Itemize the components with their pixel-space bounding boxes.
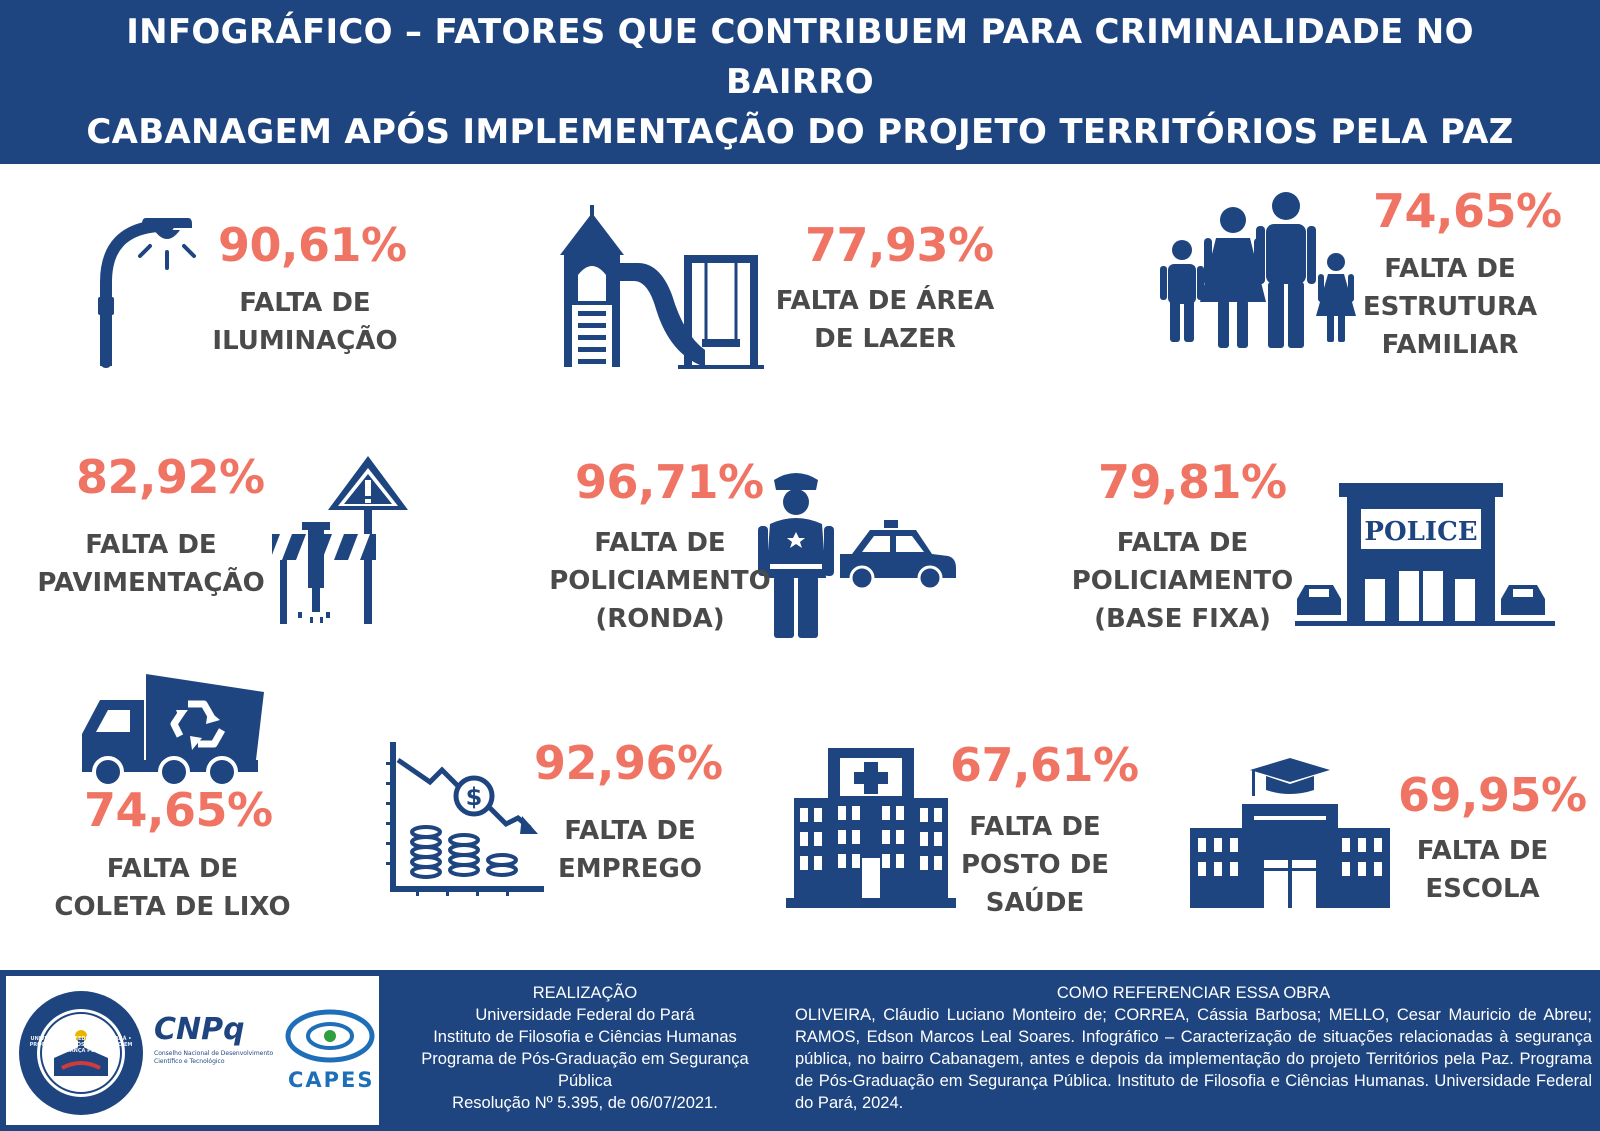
factor-label: FALTA DE POSTO DE SAÚDE: [960, 812, 1110, 918]
percent-value: 90,61%: [218, 218, 407, 272]
ufpa-seal-logo: [19, 991, 143, 1115]
header-banner: INFOGRÁFICO – FATORES QUE CONTRIBUEM PAR…: [0, 0, 1600, 164]
percent-value: 67,61%: [950, 738, 1139, 792]
ufpa-seal-text: UNIVERSIDADE FEDERAL DO PARÁ • PROGRAMA …: [29, 1036, 133, 1054]
percent-value: 69,95%: [1398, 768, 1587, 822]
cnpq-logo: CNPq: [154, 1012, 245, 1047]
family-icon: [1160, 192, 1356, 348]
factor-label: FALTA DE ESCOLA: [1416, 836, 1549, 904]
svg-text:$: $: [466, 783, 483, 811]
road-work-icon: [270, 456, 408, 624]
realizacao-line: Universidade Federal do Pará: [475, 1006, 695, 1024]
capes-logo-mark: [285, 1009, 375, 1063]
garbage-truck-icon: [82, 674, 264, 788]
police-sign-text: POLICE: [1364, 517, 1477, 547]
percent-value: 74,65%: [1373, 184, 1562, 238]
percent-value: 96,71%: [575, 455, 764, 509]
realizacao-line: Resolução Nº 5.395, de 06/07/2021.: [452, 1094, 718, 1112]
realizacao-panel: REALIZAÇÃO Universidade Federal do Pará …: [385, 970, 785, 1131]
police-officer-car-icon: [758, 473, 956, 638]
capes-logo-text: CAPES: [288, 1068, 375, 1092]
school-icon: [1190, 758, 1390, 908]
factor-label: FALTA DE PAVIMENTAÇÃO: [37, 530, 265, 598]
realizacao-line: Programa de Pós-Graduação em Segurança: [421, 1050, 749, 1068]
logos-panel: UNIVERSIDADE FEDERAL DO PARÁ • PROGRAMA …: [0, 970, 385, 1131]
percent-value: 79,81%: [1098, 455, 1287, 509]
hospital-icon: [786, 748, 956, 908]
percent-value: 74,65%: [84, 783, 273, 837]
money-decline-icon: $: [386, 742, 544, 896]
street-lamp-icon: [98, 218, 196, 368]
factor-label: FALTA DE ESTRUTURA FAMILIAR: [1362, 254, 1538, 360]
percent-value: 82,92%: [76, 450, 265, 504]
cnpq-subtitle-2: Científico e Tecnológico: [154, 1058, 225, 1065]
title-line-2: CABANAGEM APÓS IMPLEMENTAÇÃO DO PROJETO …: [86, 112, 1514, 152]
playground-icon: [560, 205, 764, 369]
factor-label: FALTA DE COLETA DE LIXO: [54, 854, 291, 922]
factor-label: FALTA DE POLICIAMENTO (BASE FIXA): [1071, 528, 1294, 634]
percent-value: 77,93%: [805, 218, 994, 272]
realizacao-title: REALIZAÇÃO: [532, 984, 638, 1002]
reference-panel: COMO REFERENCIAR ESSA OBRA OLIVEIRA, Clá…: [785, 970, 1600, 1131]
factor-label: FALTA DE ÁREA DE LAZER: [775, 286, 995, 354]
factor-label: FALTA DE ILUMINAÇÃO: [212, 288, 398, 356]
title-line-1: INFOGRÁFICO – FATORES QUE CONTRIBUEM PAR…: [126, 12, 1474, 102]
police-station-icon: POLICE: [1295, 483, 1555, 626]
cnpq-subtitle-1: Conselho Nacional de Desenvolvimento: [154, 1050, 274, 1057]
realizacao-line: Instituto de Filosofia e Ciências Humana…: [433, 1028, 737, 1046]
reference-title: COMO REFERENCIAR ESSA OBRA: [1056, 984, 1331, 1002]
factor-label: FALTA DE POLICIAMENTO (RONDA): [549, 528, 771, 634]
realizacao-line: Pública: [557, 1072, 613, 1090]
page-title: INFOGRÁFICO – FATORES QUE CONTRIBUEM PAR…: [60, 7, 1540, 157]
reference-text: OLIVEIRA, Cláudio Luciano Monteiro de; C…: [795, 1006, 1592, 1112]
percent-value: 92,96%: [534, 736, 723, 790]
factor-label: FALTA DE EMPREGO: [558, 816, 702, 884]
